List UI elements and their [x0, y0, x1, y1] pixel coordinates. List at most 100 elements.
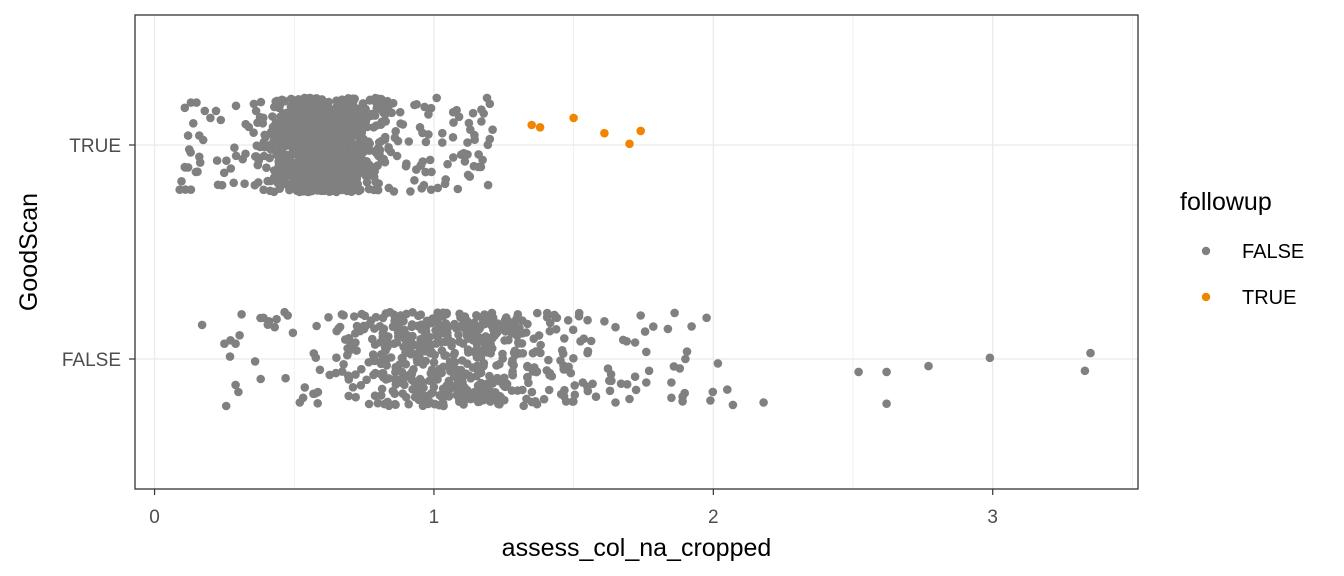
- data-point: [189, 119, 198, 128]
- data-point: [399, 325, 409, 335]
- data-point: [501, 313, 511, 322]
- data-point: [315, 365, 325, 375]
- data-point: [630, 338, 640, 347]
- data-point: [304, 169, 314, 179]
- data-point: [424, 130, 433, 139]
- data-point: [399, 342, 408, 352]
- data-point: [360, 311, 370, 321]
- data-point: [406, 349, 416, 359]
- data-point: [240, 179, 249, 188]
- data-point: [390, 389, 400, 399]
- data-point: [197, 320, 207, 330]
- data-point: [216, 115, 226, 125]
- data-point: [231, 380, 240, 390]
- data-point: [456, 365, 466, 375]
- data-point: [376, 120, 386, 129]
- data-point: [354, 109, 363, 118]
- data-point: [231, 151, 241, 161]
- data-point: [434, 311, 444, 320]
- data-point: [728, 400, 738, 410]
- data-point: [985, 353, 995, 363]
- data-point: [681, 354, 690, 364]
- data-point: [259, 185, 268, 195]
- points: [175, 93, 1095, 411]
- data-point: [259, 138, 269, 147]
- data-point: [417, 184, 427, 193]
- data-point: [544, 385, 554, 395]
- data-point: [474, 365, 484, 375]
- data-point: [442, 381, 452, 391]
- data-point: [531, 347, 541, 356]
- data-point: [362, 375, 371, 385]
- data-point: [466, 125, 475, 134]
- data-point: [455, 397, 464, 407]
- data-point: [432, 93, 442, 103]
- data-point: [262, 163, 271, 172]
- data-point: [642, 347, 651, 357]
- data-point: [490, 331, 499, 341]
- data-point: [368, 334, 377, 344]
- data-point: [519, 401, 528, 411]
- data-point: [457, 321, 466, 331]
- data-point: [474, 324, 484, 334]
- data-point: [231, 101, 241, 111]
- data-point: [448, 133, 458, 142]
- data-point: [401, 161, 411, 171]
- data-point: [586, 336, 596, 346]
- data-point: [345, 132, 355, 141]
- data-point: [545, 318, 555, 328]
- data-point: [312, 321, 321, 331]
- data-point: [175, 185, 184, 194]
- data-point: [226, 164, 236, 173]
- data-point: [483, 180, 493, 190]
- data-point: [238, 154, 247, 164]
- data-point: [324, 97, 334, 107]
- data-point: [420, 102, 429, 112]
- data-point: [220, 339, 229, 349]
- data-point: [630, 372, 640, 382]
- data-point: [463, 334, 473, 343]
- data-point: [426, 185, 436, 194]
- data-point: [706, 396, 715, 405]
- data-point: [343, 350, 352, 360]
- data-point: [616, 379, 626, 389]
- data-point: [570, 390, 580, 400]
- data-point: [425, 339, 434, 348]
- data-point: [463, 345, 473, 354]
- data-point: [449, 372, 459, 381]
- data-point: [356, 119, 365, 129]
- data-point: [558, 349, 568, 358]
- data-point: [195, 131, 204, 140]
- data-point: [528, 367, 538, 376]
- x-tick-label: 0: [149, 507, 160, 528]
- data-point: [408, 385, 417, 394]
- y-axis-title: GoodScan: [15, 193, 43, 311]
- data-point: [373, 161, 382, 170]
- data-point: [708, 387, 718, 397]
- data-point: [344, 391, 354, 401]
- data-point: [438, 398, 448, 408]
- data-point: [924, 361, 933, 371]
- data-point: [352, 174, 362, 183]
- data-point: [343, 344, 352, 353]
- data-point: [335, 128, 345, 137]
- data-point: [365, 161, 375, 171]
- y-tick-label: TRUE: [69, 136, 121, 157]
- data-point: [563, 316, 573, 325]
- data-point: [454, 112, 464, 122]
- data-point: [377, 384, 387, 394]
- data-point: [374, 179, 384, 188]
- data-point: [591, 392, 601, 402]
- data-point: [569, 354, 578, 363]
- data-point: [211, 106, 221, 116]
- data-point: [421, 322, 431, 331]
- legend-title: followup: [1180, 188, 1272, 216]
- data-point: [387, 108, 397, 118]
- data-point: [466, 394, 475, 404]
- data-point: [470, 135, 480, 144]
- data-point: [429, 358, 439, 367]
- data-point: [625, 394, 634, 404]
- data-point: [423, 395, 432, 405]
- data-point: [306, 162, 315, 172]
- data-point: [325, 111, 334, 121]
